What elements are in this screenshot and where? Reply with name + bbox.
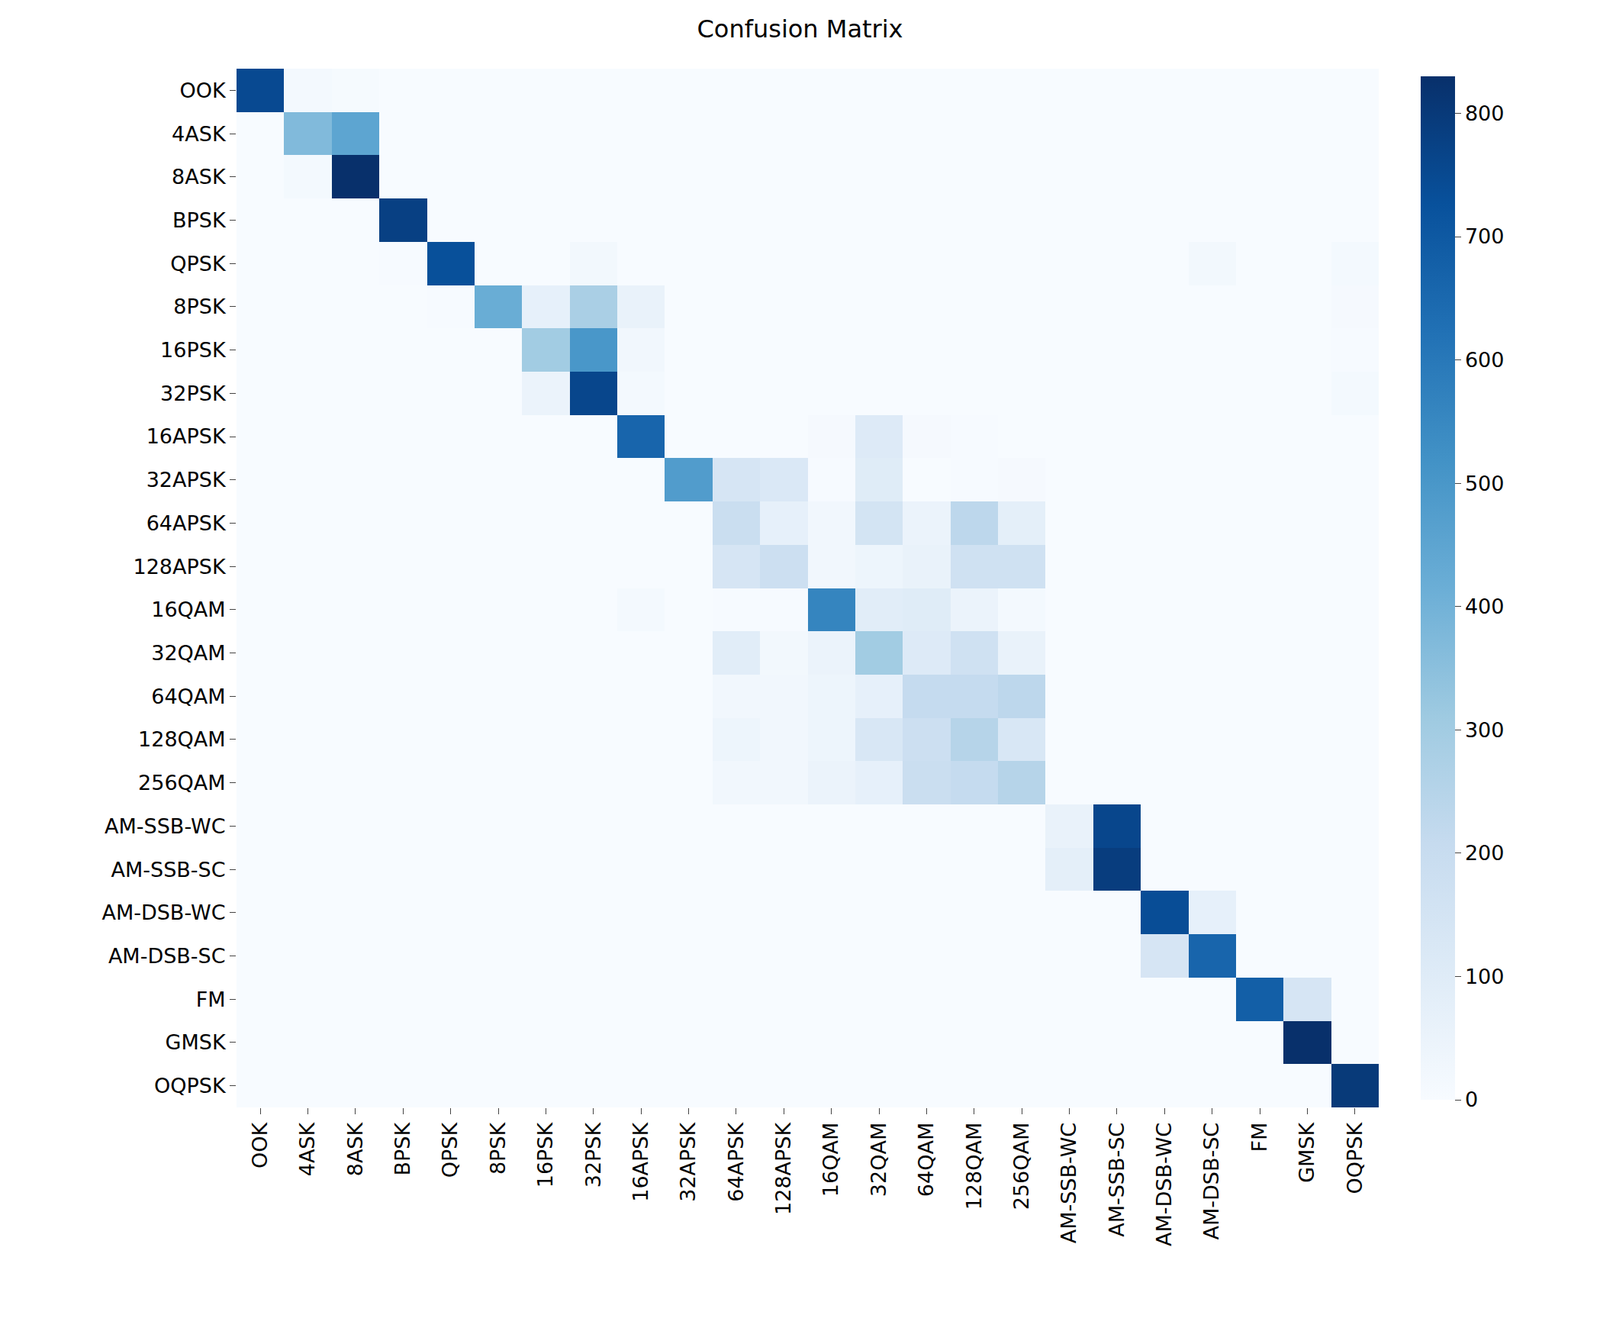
svg-text:64QAM: 64QAM <box>914 1122 938 1197</box>
svg-text:AM-DSB-SC: AM-DSB-SC <box>1199 1122 1224 1240</box>
svg-text:32APSK: 32APSK <box>676 1121 700 1202</box>
svg-text:64QAM: 64QAM <box>151 684 226 709</box>
svg-text:16QAM: 16QAM <box>151 597 226 622</box>
svg-text:200: 200 <box>1464 840 1505 865</box>
svg-text:FM: FM <box>1247 1122 1272 1153</box>
svg-text:8PSK: 8PSK <box>486 1121 510 1176</box>
svg-text:0: 0 <box>1464 1087 1478 1111</box>
svg-text:256QAM: 256QAM <box>1009 1122 1034 1211</box>
svg-text:FM: FM <box>196 987 226 1011</box>
svg-text:AM-SSB-SC: AM-SSB-SC <box>111 857 226 882</box>
svg-text:AM-DSB-WC: AM-DSB-WC <box>1152 1122 1176 1246</box>
svg-text:800: 800 <box>1464 101 1505 126</box>
svg-text:100: 100 <box>1464 964 1505 989</box>
svg-text:16QAM: 16QAM <box>818 1122 843 1197</box>
svg-text:32QAM: 32QAM <box>866 1122 891 1197</box>
svg-text:16APSK: 16APSK <box>628 1121 653 1202</box>
svg-text:4ASK: 4ASK <box>171 122 227 146</box>
svg-text:16APSK: 16APSK <box>146 424 227 448</box>
svg-text:Confusion Matrix: Confusion Matrix <box>696 14 903 44</box>
svg-text:OQPSK: OQPSK <box>154 1073 227 1098</box>
svg-text:32QAM: 32QAM <box>151 640 226 665</box>
svg-text:AM-DSB-WC: AM-DSB-WC <box>101 900 226 924</box>
svg-text:4ASK: 4ASK <box>295 1121 319 1177</box>
svg-text:AM-SSB-WC: AM-SSB-WC <box>104 814 226 838</box>
svg-text:500: 500 <box>1464 471 1505 496</box>
svg-text:GMSK: GMSK <box>1294 1121 1319 1183</box>
svg-text:256QAM: 256QAM <box>138 770 226 795</box>
svg-text:128APSK: 128APSK <box>771 1121 796 1215</box>
svg-text:AM-SSB-SC: AM-SSB-SC <box>1104 1122 1129 1237</box>
svg-text:32PSK: 32PSK <box>581 1121 606 1188</box>
svg-text:GMSK: GMSK <box>165 1030 227 1054</box>
svg-text:8ASK: 8ASK <box>171 164 227 189</box>
svg-text:OQPSK: OQPSK <box>1342 1121 1367 1195</box>
svg-text:OOK: OOK <box>247 1121 272 1169</box>
svg-text:OOK: OOK <box>179 78 227 103</box>
svg-text:8ASK: 8ASK <box>343 1121 368 1177</box>
svg-text:AM-SSB-WC: AM-SSB-WC <box>1056 1122 1081 1244</box>
svg-text:600: 600 <box>1464 347 1505 372</box>
svg-text:64APSK: 64APSK <box>724 1121 748 1202</box>
svg-text:16PSK: 16PSK <box>160 338 227 362</box>
svg-text:128QAM: 128QAM <box>138 727 226 751</box>
svg-text:16PSK: 16PSK <box>533 1121 557 1188</box>
svg-text:QPSK: QPSK <box>170 251 227 276</box>
svg-text:32APSK: 32APSK <box>146 467 227 492</box>
svg-text:128APSK: 128APSK <box>132 554 226 579</box>
svg-text:64APSK: 64APSK <box>146 511 227 535</box>
svg-text:8PSK: 8PSK <box>173 294 227 319</box>
svg-text:700: 700 <box>1464 224 1505 248</box>
svg-text:QPSK: QPSK <box>437 1121 462 1179</box>
svg-text:BPSK: BPSK <box>390 1121 415 1176</box>
svg-text:300: 300 <box>1464 717 1505 742</box>
svg-text:32PSK: 32PSK <box>160 381 227 406</box>
svg-text:BPSK: BPSK <box>172 208 227 232</box>
svg-text:128QAM: 128QAM <box>962 1122 986 1211</box>
svg-text:400: 400 <box>1464 594 1505 619</box>
svg-text:AM-DSB-SC: AM-DSB-SC <box>108 943 226 968</box>
